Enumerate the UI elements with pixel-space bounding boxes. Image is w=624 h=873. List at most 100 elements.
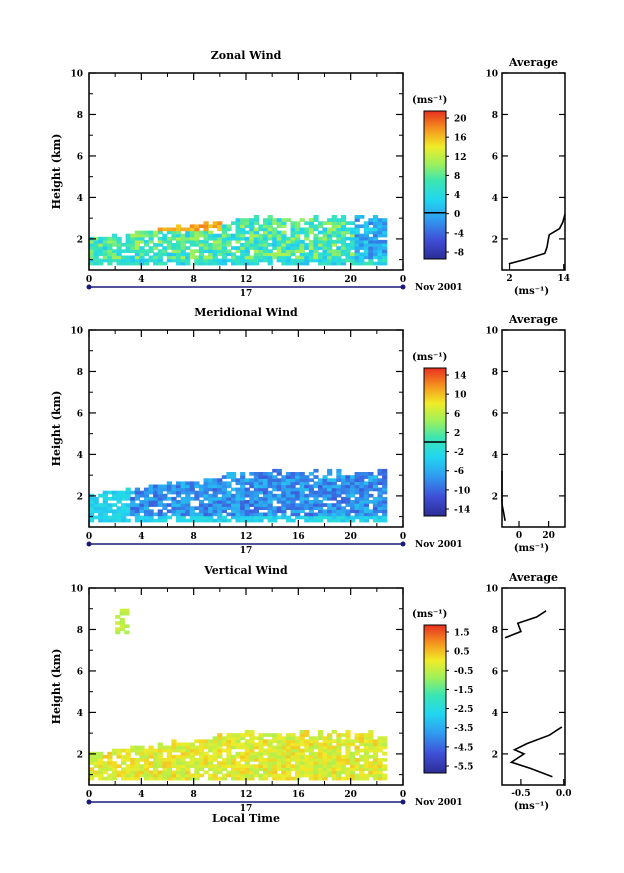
heatmap-cell bbox=[134, 246, 140, 250]
heatmap-cell bbox=[171, 243, 177, 247]
heatmap-cell bbox=[340, 475, 347, 479]
heatmap-cell bbox=[359, 758, 365, 762]
heatmap-cell bbox=[295, 754, 301, 759]
heatmap-cell bbox=[313, 764, 319, 768]
heatmap-cell bbox=[208, 745, 214, 750]
heatmap-cell bbox=[212, 748, 218, 753]
heatmap-cell bbox=[111, 233, 118, 238]
heatmap-cell bbox=[194, 224, 200, 229]
heatmap-cell bbox=[359, 487, 365, 492]
heatmap-cell bbox=[198, 739, 205, 744]
heatmap-cell bbox=[226, 748, 232, 753]
heatmap-cell bbox=[345, 230, 351, 235]
heatmap-cell bbox=[102, 518, 108, 523]
heatmap-cell bbox=[121, 754, 127, 759]
heatmap-cell bbox=[125, 506, 131, 510]
heatmap-cell bbox=[336, 751, 342, 756]
heatmap-cell bbox=[194, 758, 200, 762]
heatmap-cell bbox=[276, 751, 282, 756]
heatmap-cell bbox=[313, 512, 319, 517]
heatmap-cell bbox=[318, 484, 324, 489]
heatmap-cell bbox=[295, 739, 301, 744]
heatmap-cell bbox=[345, 742, 351, 747]
heatmap-cell bbox=[327, 490, 333, 495]
heatmap-cell bbox=[203, 484, 209, 489]
heatmap-cell bbox=[363, 255, 369, 260]
heatmap-cell bbox=[176, 761, 182, 765]
heatmap-cell bbox=[322, 767, 328, 772]
heatmap-cell bbox=[368, 764, 374, 768]
x-tick-label: 0 bbox=[400, 275, 406, 285]
heatmap-cell bbox=[322, 255, 328, 260]
heatmap-cell bbox=[336, 478, 342, 482]
heatmap-cell bbox=[322, 246, 328, 250]
heatmap-cell bbox=[180, 742, 186, 747]
heatmap-cell bbox=[304, 252, 310, 257]
heatmap-cell bbox=[249, 239, 255, 244]
heatmap-cell bbox=[244, 252, 250, 257]
heatmap-cell bbox=[166, 481, 172, 486]
heatmap-cell bbox=[285, 773, 292, 778]
colorbar-tick-label: -14 bbox=[454, 506, 470, 516]
heatmap-cell bbox=[299, 739, 305, 744]
heatmap-cell bbox=[336, 512, 342, 517]
heatmap-cell bbox=[290, 233, 296, 238]
heatmap-cell bbox=[93, 754, 99, 759]
heatmap-cell bbox=[299, 255, 305, 260]
heatmap-cell bbox=[203, 490, 209, 495]
heatmap-cell bbox=[359, 773, 365, 778]
heatmap-cell bbox=[134, 487, 140, 492]
heatmap-cell bbox=[89, 773, 95, 778]
heatmap-cell bbox=[185, 754, 191, 759]
heatmap-cell bbox=[189, 518, 195, 523]
heatmap-cell bbox=[157, 515, 163, 520]
heatmap-cell bbox=[162, 233, 168, 238]
heatmap-cell bbox=[327, 515, 333, 520]
heatmap-cell bbox=[244, 255, 250, 260]
heatmap-cell bbox=[198, 742, 205, 747]
heatmap-cell bbox=[143, 506, 150, 510]
heatmap-cell bbox=[198, 493, 205, 498]
heatmap-cell bbox=[304, 733, 310, 737]
heatmap-cell bbox=[231, 515, 237, 520]
heatmap-cell bbox=[189, 758, 195, 762]
heatmap-cell bbox=[221, 503, 227, 507]
heatmap-cell bbox=[194, 258, 200, 263]
heatmap-cell bbox=[336, 518, 342, 523]
heatmap-cell bbox=[217, 733, 223, 737]
heatmap-cell bbox=[340, 490, 347, 495]
heatmap-cell bbox=[281, 258, 287, 263]
heatmap-cell bbox=[350, 481, 356, 486]
heatmap-cell bbox=[345, 500, 351, 504]
heatmap-cell bbox=[336, 475, 342, 479]
heatmap-cell bbox=[249, 246, 255, 250]
heatmap-cell bbox=[290, 490, 296, 495]
heatmap-cell bbox=[382, 487, 388, 492]
heatmap-cell bbox=[281, 484, 287, 489]
colorbar-tick-label: 6 bbox=[454, 410, 460, 420]
heatmap-cell bbox=[157, 252, 163, 257]
colorbar-tick-label: -3.5 bbox=[454, 724, 473, 734]
heatmap-cell bbox=[322, 776, 328, 781]
heatmap-cell bbox=[285, 258, 292, 263]
heatmap-cell bbox=[368, 493, 374, 498]
heatmap-cell bbox=[304, 478, 310, 482]
heatmap-cell bbox=[221, 484, 227, 489]
heatmap-cell bbox=[244, 764, 250, 768]
heatmap-cell bbox=[336, 249, 342, 253]
heatmap-cell bbox=[308, 258, 314, 263]
heatmap-cell bbox=[235, 227, 241, 232]
heatmap-cell bbox=[368, 730, 374, 734]
heatmap-cell bbox=[359, 233, 365, 238]
heatmap-cell bbox=[327, 218, 333, 222]
heatmap-cell bbox=[189, 751, 195, 756]
heatmap-cells bbox=[89, 468, 388, 523]
heatmap-cell bbox=[203, 506, 209, 510]
heatmap-cell bbox=[249, 518, 255, 523]
heatmap-cell bbox=[244, 515, 250, 520]
heatmap-cell bbox=[166, 764, 172, 768]
heatmap-cell bbox=[162, 261, 168, 266]
heatmap-cell bbox=[111, 773, 118, 778]
heatmap-cell bbox=[354, 758, 360, 762]
